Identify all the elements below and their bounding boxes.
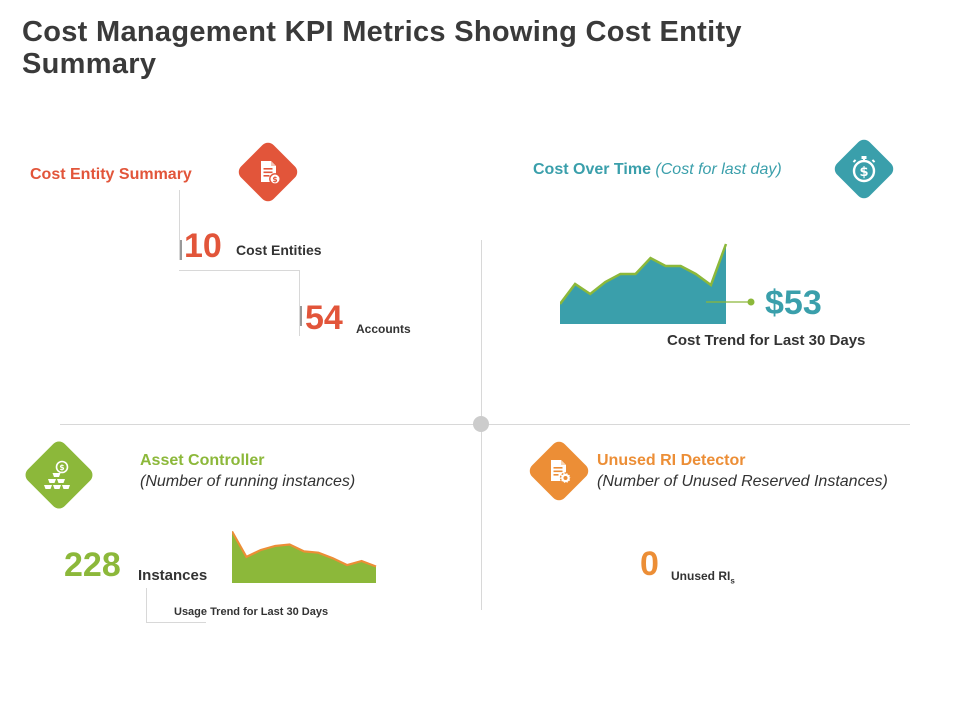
accounts-label: Accounts bbox=[356, 322, 411, 336]
cost-trend-label: Cost Trend for Last 30 Days bbox=[667, 332, 866, 349]
instances-value: 228 bbox=[64, 546, 121, 584]
entities-tick bbox=[180, 240, 182, 260]
asset-controller-subtitle: (Number of running instances) bbox=[140, 473, 356, 490]
usage-trend-chart bbox=[232, 530, 377, 583]
cost-over-time-heading: Cost Over Time (Cost for last day) bbox=[533, 161, 782, 179]
cost-over-time-subtitle: (Cost for last day) bbox=[655, 161, 782, 178]
document-dollar-icon: $ bbox=[261, 161, 281, 185]
unused-ri-title: Unused RI Detector bbox=[597, 452, 746, 469]
unused-ri-subtitle: (Number of Unused Reserved Instances) bbox=[597, 473, 888, 490]
accounts-connector-vertical bbox=[299, 270, 300, 336]
stopwatch-dollar-icon: $ bbox=[852, 156, 876, 183]
cost-over-time-title: Cost Over Time bbox=[533, 161, 651, 178]
entity-connector-horizontal bbox=[179, 270, 299, 271]
unused-ri-icon-badge bbox=[526, 438, 592, 504]
document-gear-icon bbox=[551, 460, 572, 484]
usage-connector-vertical bbox=[146, 588, 147, 622]
page-title: Cost Management KPI Metrics Showing Cost… bbox=[22, 16, 742, 80]
accounts-tick bbox=[300, 306, 302, 326]
svg-text:$: $ bbox=[272, 175, 277, 184]
cost-value: $53 bbox=[765, 284, 822, 322]
svg-text:$: $ bbox=[59, 463, 64, 472]
center-dot bbox=[473, 416, 489, 432]
cost-entities-label: Cost Entities bbox=[236, 242, 322, 258]
accounts-value: 54 bbox=[305, 299, 343, 337]
cost-over-time-icon-badge: $ bbox=[831, 136, 897, 202]
entity-connector-vertical bbox=[179, 190, 180, 260]
unused-ri-value: 0 bbox=[640, 545, 659, 583]
cost-trend-chart bbox=[560, 243, 755, 324]
cost-entities-value: 10 bbox=[184, 227, 222, 265]
asset-controller-icon-badge: $ bbox=[22, 438, 96, 512]
usage-trend-area bbox=[232, 531, 376, 583]
cost-trend-area bbox=[560, 244, 726, 324]
usage-trend-line bbox=[232, 530, 377, 568]
cost-entity-title: Cost Entity Summary bbox=[30, 166, 192, 183]
cost-trend-line bbox=[560, 243, 728, 305]
svg-text:$: $ bbox=[859, 165, 868, 180]
unused-ri-label-main: Unused RI bbox=[671, 569, 731, 583]
cost-entity-icon-badge: $ bbox=[235, 139, 301, 205]
unused-ri-label-sub: s bbox=[730, 576, 735, 586]
cost-value-pointer-dot bbox=[747, 298, 755, 306]
usage-connector-horizontal bbox=[146, 622, 206, 623]
asset-controller-title: Asset Controller bbox=[140, 452, 265, 469]
instances-label: Instances bbox=[138, 567, 208, 584]
unused-ri-label: Unused RIs bbox=[671, 569, 735, 585]
usage-trend-label: Usage Trend for Last 30 Days bbox=[174, 606, 329, 618]
gold-bars-icon: $ bbox=[44, 460, 70, 489]
